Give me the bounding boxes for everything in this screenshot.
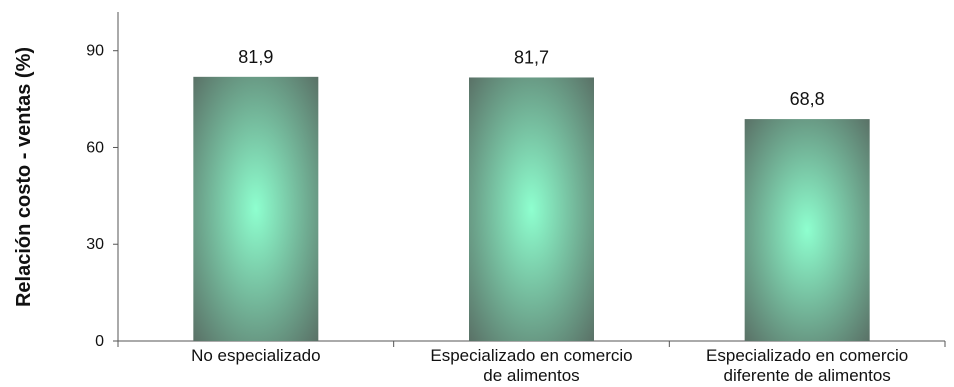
y-tick-label: 30 — [86, 236, 104, 253]
x-category-label: Especializado en comercio — [706, 346, 908, 365]
x-category-label: diferente de alimentos — [724, 366, 891, 385]
plot-area: 0 30 60 90 81,9 No especializado 81,7 Especiali… — [86, 12, 946, 385]
y-tick-label: 60 — [86, 139, 104, 156]
x-category-label: de alimentos — [483, 366, 579, 385]
y-tick-label: 0 — [95, 333, 104, 350]
y-axis-title: Relación costo - ventas (%) — [13, 47, 35, 307]
bar-value-label: 68,8 — [790, 89, 825, 109]
bar-value-label: 81,9 — [238, 47, 273, 67]
bar — [744, 119, 870, 341]
bar-value-label: 81,7 — [514, 47, 549, 67]
y-tick-label: 90 — [86, 43, 104, 60]
x-category-label: Especializado en comercio — [430, 346, 632, 365]
bar — [193, 76, 319, 342]
bar — [469, 77, 594, 341]
x-category-label: No especializado — [191, 346, 320, 365]
